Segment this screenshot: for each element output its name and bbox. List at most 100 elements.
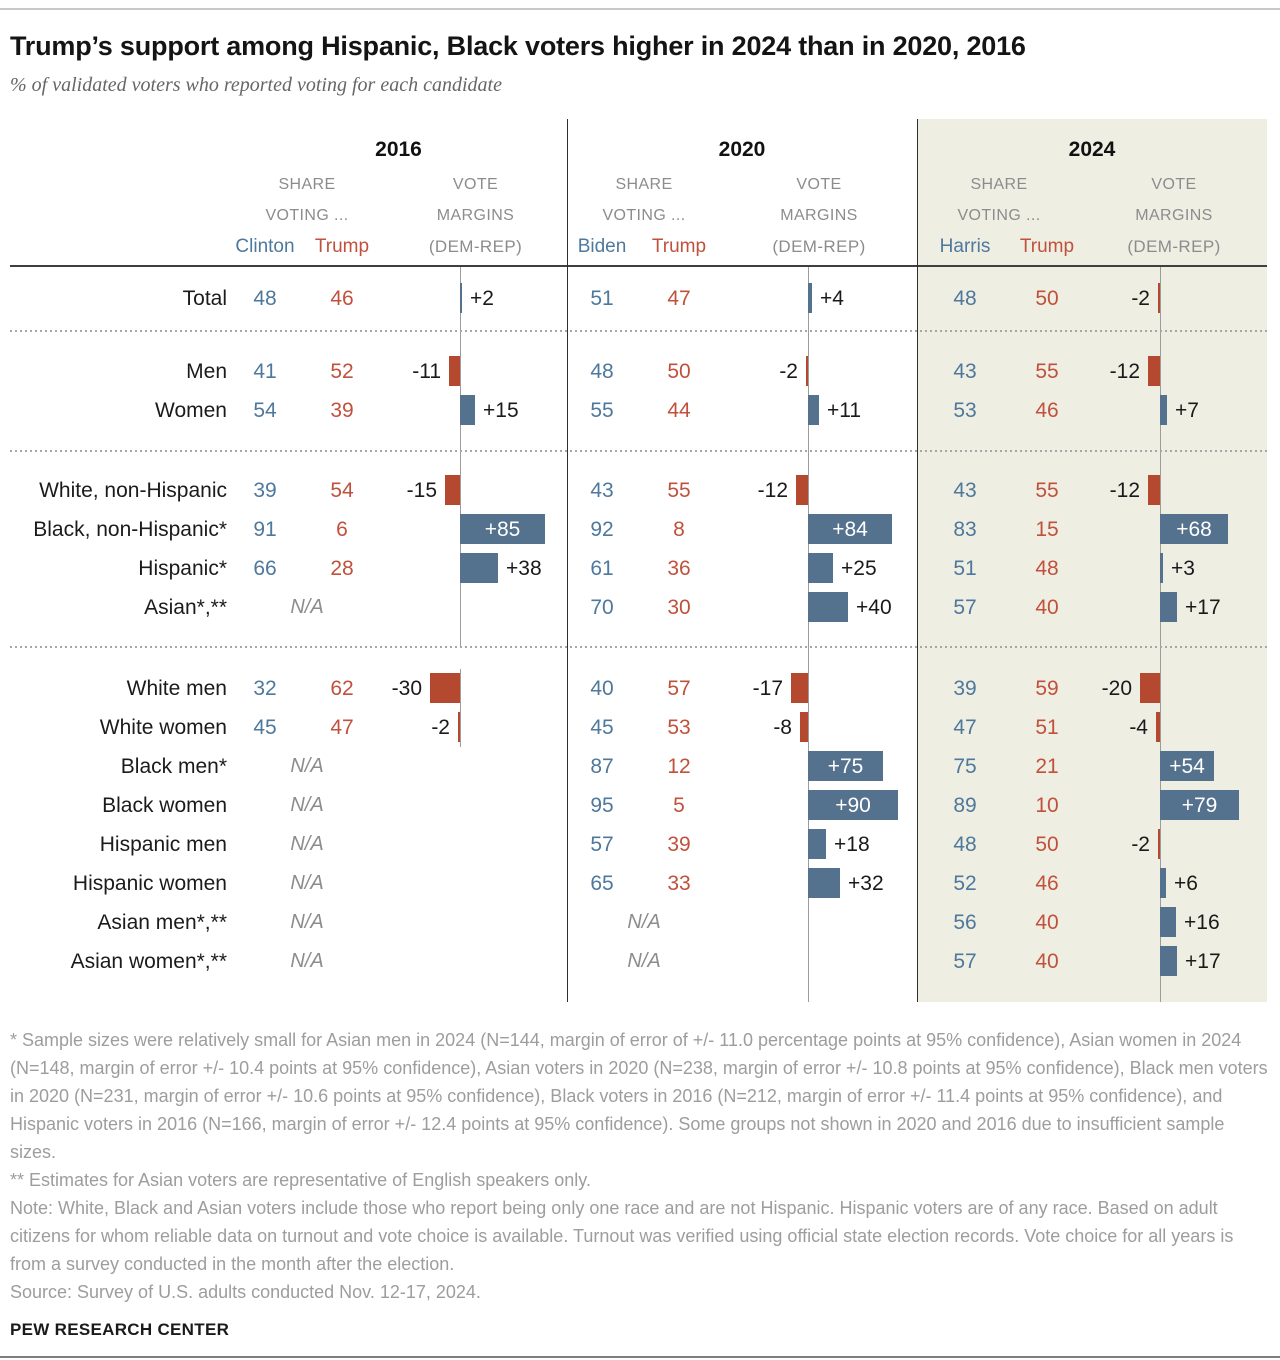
rep-share-value: 36 — [667, 557, 691, 580]
margin-cell: +85 — [384, 510, 567, 549]
row-group-2: White, non-Hispanic 39 54 -15 43 55 -12 43 55 -12… — [10, 452, 1267, 646]
margin-value: -2 — [431, 716, 450, 739]
dem-share-value: 43 — [953, 360, 977, 383]
margin-cell: -2 — [721, 352, 917, 391]
rep-share-value: 39 — [330, 399, 354, 422]
year-label-2016: 2016 — [375, 138, 422, 161]
margin-value: +17 — [1185, 950, 1221, 973]
table-row-asian: Asian*,** N/A 70 30 +40 57 40 +17 — [10, 588, 1267, 627]
cell-2024-asian-men: 56 40 +16 — [917, 903, 1267, 942]
rep-share-value: 5 — [673, 794, 685, 817]
cell-2024-black-non-hispanic: 83 15 +68 — [917, 510, 1267, 549]
dem-share-value: 51 — [953, 557, 977, 580]
section-divider-2016-2020 — [567, 119, 568, 1002]
margin-value: -12 — [757, 479, 788, 502]
cell-2016-black-men: N/A — [230, 747, 567, 786]
cell-2024-black-women: 89 10 +79 — [917, 786, 1267, 825]
chart-subtitle: % of validated voters who reported votin… — [10, 74, 502, 96]
table-row-black-non-hispanic: Black, non-Hispanic* 91 6 +85 92 8 +84 83 15 +68 — [10, 510, 1267, 549]
rep-share-value: 46 — [330, 287, 354, 310]
margin-cell: +68 — [1081, 510, 1267, 549]
margin-value: -4 — [1129, 716, 1148, 739]
dem-share-value: 83 — [953, 518, 977, 541]
table-row-total: Total 48 46 +2 51 47 +4 48 50 -2 — [10, 279, 1267, 318]
margin-bar — [791, 673, 808, 703]
cell-2024-hispanic-women: 52 46 +6 — [917, 864, 1267, 903]
row-label-header-spacer — [10, 135, 230, 265]
footnotes: * Sample sizes were relatively small for… — [10, 1026, 1270, 1306]
row-label: Total — [182, 287, 227, 310]
margin-bar — [460, 514, 545, 544]
margin-value: +84 — [832, 518, 868, 541]
cell-2024-men: 43 55 -12 — [917, 352, 1267, 391]
row-label: Black, non-Hispanic* — [33, 518, 227, 541]
margin-cell: -30 — [384, 669, 567, 708]
margin-cell: +75 — [721, 747, 917, 786]
cell-2016-total: 48 46 +2 — [230, 279, 567, 318]
dem-share-value: 57 — [953, 596, 977, 619]
margin-bar — [806, 356, 808, 386]
margin-cell: -20 — [1081, 669, 1267, 708]
margin-axis-2020 — [808, 267, 809, 1002]
margin-cell: -11 — [384, 352, 567, 391]
share-header-line2: VOTING ... — [957, 207, 1041, 224]
cell-2020-white-men: 40 57 -17 — [567, 669, 917, 708]
cell-2024-white-non-hispanic: 43 55 -12 — [917, 471, 1267, 510]
na-value: N/A — [290, 950, 324, 972]
rep-share-value: 33 — [667, 872, 691, 895]
cell-2016-white-non-hispanic: 39 54 -15 — [230, 471, 567, 510]
rep-share-value: 15 — [1035, 518, 1059, 541]
cell-2020-white-women: 45 53 -8 — [567, 708, 917, 747]
margin-value: +85 — [484, 518, 521, 541]
cell-2024-white-women: 47 51 -4 — [917, 708, 1267, 747]
rep-share-value: 51 — [1035, 716, 1059, 739]
margin-value: -8 — [773, 716, 792, 739]
table-row-hispanic: Hispanic* 66 28 +38 61 36 +25 51 48 +3 — [10, 549, 1267, 588]
dem-share-value: 53 — [953, 399, 977, 422]
margin-bar — [1160, 514, 1228, 544]
margin-cell — [384, 588, 567, 627]
row-label: Hispanic women — [72, 872, 227, 895]
rep-share-value: 53 — [667, 716, 691, 739]
rep-share-value: 8 — [673, 518, 685, 541]
margin-value: -2 — [1131, 833, 1150, 856]
dem-share-value: 57 — [590, 833, 614, 856]
cell-2020-asian: 70 30 +40 — [567, 588, 917, 627]
dem-share-value: 87 — [590, 755, 614, 778]
margin-cell — [384, 903, 567, 942]
table-row-white-non-hispanic: White, non-Hispanic 39 54 -15 43 55 -12 43 55 -12 — [10, 471, 1267, 510]
rep-share-value: 10 — [1035, 794, 1059, 817]
share-header-line1: SHARE — [615, 176, 673, 193]
cell-2024-asian-women: 57 40 +17 — [917, 942, 1267, 981]
margin-cell: +15 — [384, 391, 567, 430]
rep-share-value: 57 — [667, 677, 691, 700]
section-header-2024: 2024 SHARE VOTING ... Harris Trump VOTE MARGIN… — [917, 135, 1267, 265]
dem-share-value: 43 — [590, 479, 614, 502]
margin-cell: +17 — [1081, 942, 1267, 981]
rep-candidate-2024: Trump — [1019, 236, 1075, 257]
dem-share-value: 51 — [590, 287, 614, 310]
margin-value: -2 — [1131, 287, 1150, 310]
cell-2024-hispanic-men: 48 50 -2 — [917, 825, 1267, 864]
year-label-2020: 2020 — [718, 138, 766, 161]
margin-bar — [808, 868, 840, 898]
cell-2024-total: 48 50 -2 — [917, 279, 1267, 318]
row-label: White men — [126, 677, 227, 700]
table-body: Total 48 46 +2 51 47 +4 48 50 -2 Men 41 52 -11 48 50 -2 4… — [10, 267, 1267, 1002]
dem-share-value: 66 — [253, 557, 277, 580]
rep-share-value: 62 — [330, 677, 354, 700]
cell-2020-black-non-hispanic: 92 8 +84 — [567, 510, 917, 549]
margin-cell: -12 — [721, 471, 917, 510]
candidate-row-2016: Clinton Trump — [230, 231, 384, 265]
share-column-header-2016: SHARE VOTING ... Clinton Trump — [230, 169, 384, 265]
rep-share-value: 47 — [667, 287, 691, 310]
margin-bar — [1158, 829, 1160, 859]
na-value: N/A — [627, 911, 661, 933]
rep-share-value: 52 — [330, 360, 354, 383]
row-group-0: Total 48 46 +2 51 47 +4 48 50 -2 — [10, 267, 1267, 330]
margin-bar — [796, 475, 808, 505]
share-header-line1: SHARE — [970, 176, 1028, 193]
row-label: Black men* — [120, 755, 227, 778]
dem-share-value: 56 — [953, 911, 977, 934]
margin-value: +40 — [856, 596, 892, 619]
